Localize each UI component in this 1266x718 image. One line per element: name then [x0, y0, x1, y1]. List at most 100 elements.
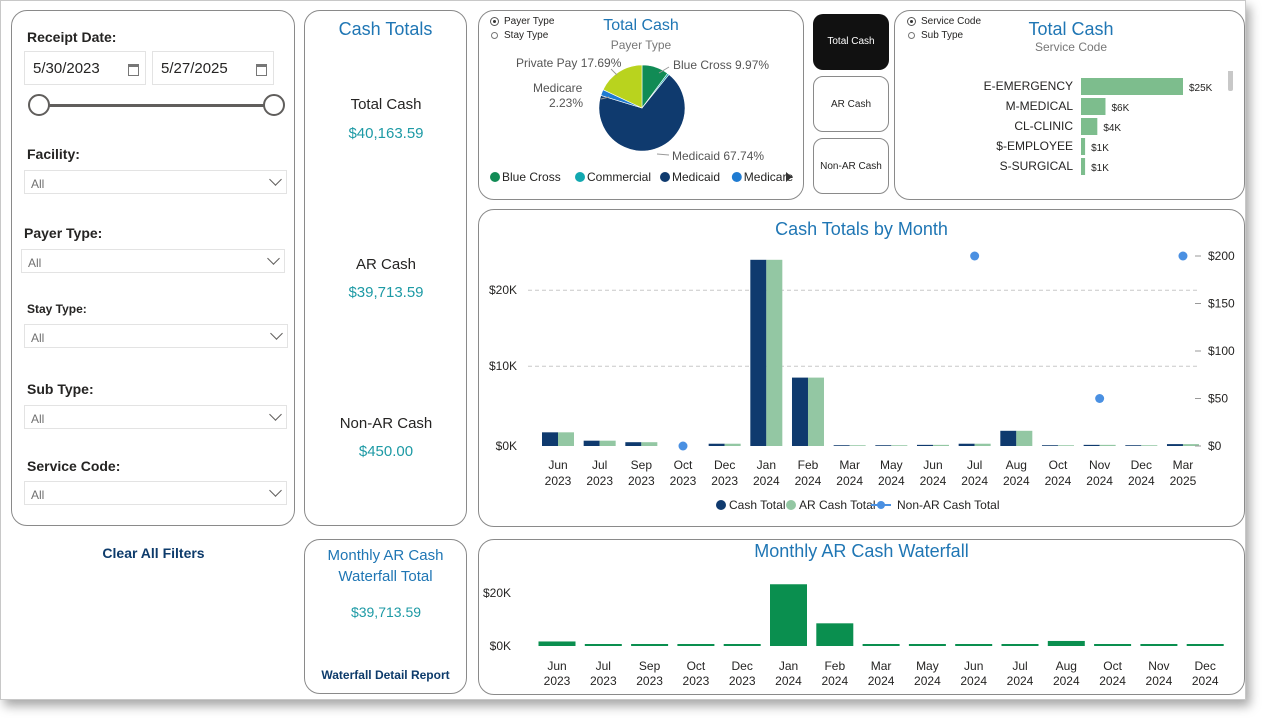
waterfall-bar[interactable] [1186, 644, 1224, 646]
x-axis-year: 2024 [1086, 474, 1113, 488]
date-slider-start-handle[interactable] [28, 94, 50, 116]
radio-sub-type[interactable]: Sub Type [908, 30, 963, 41]
service-code-bar[interactable] [1081, 118, 1098, 135]
cash-total-bar[interactable] [583, 440, 600, 446]
cash-total-bar[interactable] [708, 443, 725, 446]
date-from-input[interactable]: 5/30/2023 [24, 51, 146, 85]
ar-cash-total-bar[interactable] [849, 445, 866, 446]
legend-next-arrow-icon[interactable] [786, 172, 792, 182]
ar-cash-total-bar[interactable] [1141, 445, 1158, 446]
chevron-down-icon [267, 252, 280, 265]
date-to-input[interactable]: 5/27/2025 [152, 51, 274, 85]
waterfall-bar[interactable] [1047, 640, 1085, 646]
scrollbar-thumb[interactable] [1228, 71, 1233, 91]
stay-type-dropdown[interactable]: All [24, 324, 288, 348]
x-axis-year: 2024 [1053, 674, 1080, 688]
non-ar-cash-toggle-button[interactable]: Non-AR Cash [813, 138, 889, 194]
waterfall-bar[interactable] [723, 644, 761, 646]
facility-dropdown[interactable]: All [24, 170, 287, 194]
ar-cash-total-bar[interactable] [766, 259, 783, 446]
stay-type-value: All [31, 331, 45, 345]
non-ar-cash-label: Non-AR Cash [339, 415, 433, 432]
pie-chart: Private Pay 17.69% Blue Cross 9.97% Medi… [490, 56, 793, 184]
ar-cash-total-bar[interactable] [724, 443, 741, 446]
cash-total-bar[interactable] [958, 443, 975, 446]
ar-cash-total-bar[interactable] [1057, 445, 1074, 446]
service-code-bar[interactable] [1081, 138, 1086, 155]
date-slider-end-handle[interactable] [263, 94, 285, 116]
x-axis-year: 2023 [628, 474, 655, 488]
ar-cash-total-bar[interactable] [641, 442, 658, 446]
x-axis-month: May [880, 458, 903, 472]
cash-total-bar[interactable] [791, 377, 808, 446]
service-code-bar[interactable] [1081, 98, 1106, 115]
service-code-bar[interactable] [1081, 78, 1183, 95]
radio-unselected-icon [491, 32, 498, 39]
pie-label-medicaid: Medicaid 67.74% [672, 149, 764, 163]
calendar-icon[interactable] [128, 64, 139, 76]
waterfall-bar[interactable] [816, 623, 854, 646]
ar-cash-total-bar[interactable] [558, 432, 574, 446]
calendar-icon[interactable] [256, 64, 267, 76]
waterfall-bar[interactable] [631, 644, 669, 646]
waterfall-bar[interactable] [1001, 644, 1039, 646]
pie-slice-medicaid[interactable] [598, 74, 686, 152]
date-slider-track[interactable] [39, 104, 275, 107]
cash-total-bar[interactable] [833, 445, 850, 446]
radio-payer-type[interactable]: Payer Type [490, 16, 554, 27]
service-code-dropdown[interactable]: All [24, 481, 287, 505]
radio-stay-type[interactable]: Stay Type [491, 30, 548, 41]
service-code-bar[interactable] [1081, 158, 1086, 175]
total-cash-toggle-button[interactable]: Total Cash [813, 14, 889, 70]
pie-slice-private-pay[interactable] [602, 64, 643, 109]
legend-label: Blue Cross [502, 170, 561, 184]
cash-total-bar[interactable] [625, 442, 642, 446]
legend-marker-icon [786, 500, 796, 510]
waterfall-bar[interactable] [955, 644, 993, 646]
x-axis-month: Oct [1049, 458, 1068, 472]
x-axis-year: 2024 [868, 674, 895, 688]
waterfall-bar[interactable] [584, 644, 622, 646]
cash-total-bar[interactable] [750, 259, 767, 446]
ar-cash-total-bar[interactable] [1099, 444, 1116, 446]
waterfall-bar[interactable] [1140, 644, 1178, 646]
ar-cash-total-bar[interactable] [974, 443, 991, 446]
non-ar-cash-point[interactable] [970, 251, 980, 261]
waterfall-bar[interactable] [677, 644, 715, 646]
non-ar-cash-point[interactable] [1178, 251, 1188, 261]
payer-type-dropdown[interactable]: All [21, 249, 285, 273]
x-axis-month: Oct [1103, 659, 1122, 673]
x-axis-year: 2023 [670, 474, 697, 488]
ar-cash-label: AR Cash [355, 256, 417, 273]
cash-total-bar[interactable] [542, 432, 558, 446]
waterfall-chart: $0K$20KJun2023Jul2023Sep2023Oct2023Dec20… [483, 584, 1224, 688]
waterfall-bar[interactable] [862, 644, 900, 646]
ar-cash-total-bar[interactable] [807, 377, 824, 446]
cash-total-bar[interactable] [1125, 445, 1142, 446]
non-ar-cash-point[interactable] [1095, 394, 1105, 403]
waterfall-bar[interactable] [538, 641, 576, 646]
x-axis-month: Mar [871, 659, 892, 673]
waterfall-bar[interactable] [908, 644, 946, 646]
cash-total-bar[interactable] [875, 445, 892, 446]
ar-cash-total-bar[interactable] [932, 444, 949, 446]
cash-total-bar[interactable] [1166, 444, 1183, 446]
waterfall-bar[interactable] [1094, 644, 1132, 646]
x-axis-year: 2024 [1192, 674, 1219, 688]
cash-total-bar[interactable] [1041, 445, 1058, 446]
ar-cash-toggle-button[interactable]: AR Cash [813, 76, 889, 132]
ar-cash-total-bar[interactable] [1182, 444, 1199, 446]
x-axis-year: 2024 [1146, 674, 1173, 688]
non-ar-cash-point[interactable] [678, 441, 688, 451]
ar-cash-total-bar[interactable] [599, 440, 616, 446]
cash-total-bar[interactable] [1083, 444, 1100, 446]
waterfall-bar[interactable] [770, 584, 807, 646]
radio-service-code[interactable]: Service Code [907, 16, 981, 27]
cash-total-bar[interactable] [916, 444, 933, 446]
ar-cash-total-bar[interactable] [1016, 430, 1033, 446]
ar-cash-total-bar[interactable] [891, 445, 908, 446]
waterfall-detail-report-link[interactable]: Waterfall Detail Report [321, 668, 450, 682]
sub-type-dropdown[interactable]: All [24, 405, 287, 429]
clear-all-filters-button[interactable]: Clear All Filters [102, 545, 205, 561]
cash-total-bar[interactable] [1000, 430, 1017, 446]
